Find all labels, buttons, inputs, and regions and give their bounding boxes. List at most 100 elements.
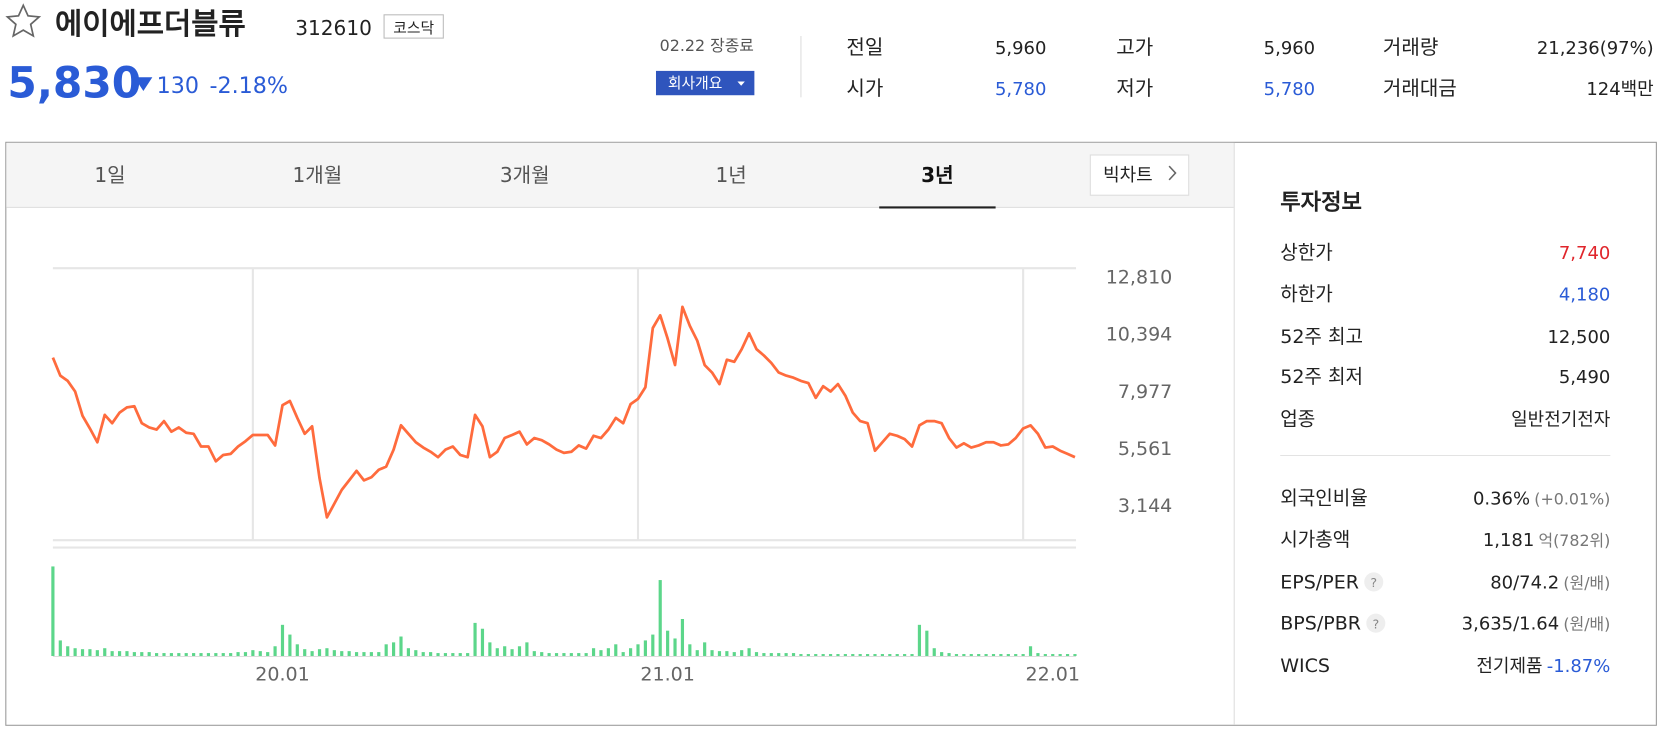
volume-bar [88,649,92,656]
volume-bar [991,654,996,656]
info-label: WICS [1280,655,1330,677]
volume-bar [725,651,729,656]
volume-bar [584,653,588,656]
x-tick-label: 21.01 [640,663,694,685]
volume-bar [162,653,166,656]
volume-bar [851,654,855,656]
volume-bar [73,648,77,656]
volume-bar [917,624,922,656]
info-sub: (원/배) [1563,573,1610,592]
volume-bar [547,653,551,656]
volume-bar [866,654,870,656]
volume-bar [629,648,633,656]
down-arrow [134,77,153,91]
volume-bar [688,644,692,656]
volume-bar [332,650,336,656]
info-value: 3,635/1.64 [1462,614,1560,635]
summary-label: 고가 [1116,35,1153,59]
volume-bar [769,653,773,656]
tab[interactable]: 3개월 [500,163,550,187]
summary-label: 거래대금 [1383,76,1457,100]
volume-bar [954,654,959,656]
favorite-star[interactable] [5,3,42,38]
volume-bar [836,654,840,656]
volume-bar [999,654,1003,656]
company-button-label: 회사개요 [668,75,722,92]
volume-bar [880,654,884,656]
volume-bar [695,650,699,656]
summary-value: 5,960 [1264,38,1315,59]
price-change: 130 [157,73,199,99]
volume-bar [414,650,418,656]
info-label: 52주 최고 [1280,326,1363,348]
info-label: EPS/PER [1280,571,1359,593]
volume-bar [762,653,766,656]
volume-bar [340,651,344,656]
volume-bar [280,624,285,656]
volume-bar [221,653,225,656]
volume-bar [1021,654,1025,656]
volume-bar [103,648,107,656]
volume-bar [777,653,781,656]
volume-bar [369,652,373,656]
tab[interactable]: 1일 [94,163,125,187]
info-sub: (+0.01%) [1534,490,1610,509]
volume-bar [140,652,144,656]
volume-bar [110,651,114,656]
volume-bar [206,653,211,656]
volume-bar [754,652,759,656]
summary: 전일 5,960 고가 5,960 거래량 21,236(97%) 시가 5,780 저가 5,7… [846,35,1653,100]
volume-bar [317,649,322,656]
volume-bar [806,654,810,656]
volume-bar [977,654,981,656]
volume-bar [673,638,677,656]
volume-bar [51,566,55,656]
volume-bar [184,653,188,656]
volume-bar [125,651,129,656]
help-icon[interactable] [1366,613,1386,633]
volume-bar [362,652,366,656]
volume-bar [562,653,566,656]
volume-bar [406,648,410,656]
volume-bar [495,648,499,656]
volume-bar [599,650,603,656]
volume-bar [251,650,255,656]
volume-bar [384,644,388,656]
info-label: 시가총액 [1280,529,1350,551]
invest-title: 투자정보 [1280,189,1362,215]
volume-bar [969,654,973,656]
info-label: 업종 [1280,408,1315,430]
volume-bar [799,654,803,656]
tab[interactable]: 3년 [921,163,953,187]
volume-bar [1036,653,1040,656]
volume-bar [791,653,796,656]
chart: 20.01 21.01 22.01 12,810 10,394 7,977 5,561 3,1… [51,267,1172,685]
tab[interactable]: 1개월 [293,163,343,187]
info-value: 일반전기전자 [1511,409,1611,430]
info-sub: (원/배) [1563,615,1610,634]
volume-bar [828,654,833,656]
big-chart-button[interactable] [1089,154,1190,196]
volume-bar [147,652,151,656]
volume-bar [429,652,433,656]
volume-bar [532,651,536,656]
volume-bar [821,654,825,656]
volume-bar [525,642,529,656]
current-price: 5,830 [7,58,141,107]
volume-bar [517,646,522,656]
date-status: 02.22 장종료 [660,36,754,55]
info-value: 80/74.2 [1490,572,1559,593]
tab[interactable]: 1년 [715,163,746,187]
info-label: 외국인비율 [1280,488,1368,510]
volume-bar [554,653,559,656]
volume-bar [295,644,299,656]
y-tick-label: 5,561 [1118,438,1172,460]
volume-bar [480,628,485,656]
company-button[interactable] [655,70,755,96]
info-label: 하한가 [1280,283,1333,305]
volume-bar [740,650,744,656]
volume-bar [1051,654,1055,656]
help-icon[interactable] [1364,572,1384,592]
tab-bar [6,142,1234,208]
volume-bar [199,653,203,656]
